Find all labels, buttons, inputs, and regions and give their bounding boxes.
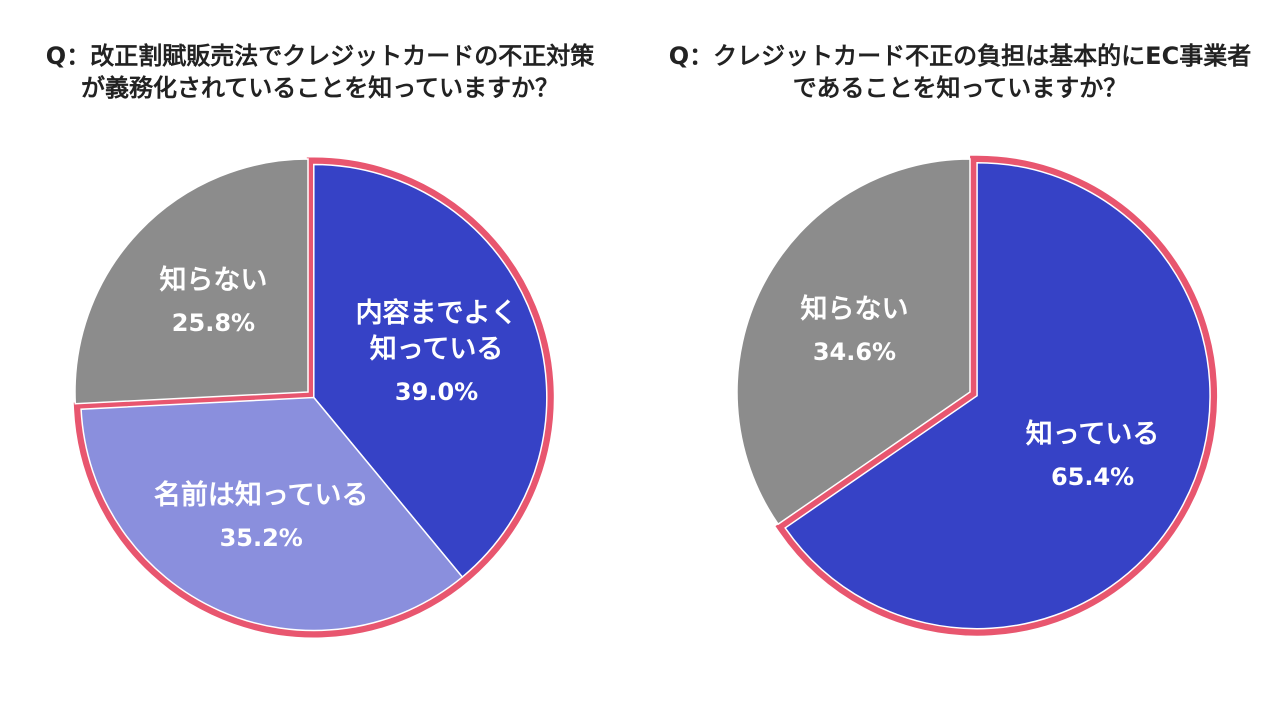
slice-value: 25.8% [171, 309, 256, 338]
slice-label: 内容までよく 知っている 39.0% [356, 296, 518, 410]
chart-title: Q：クレジットカード不正の負担は基本的にEC事業者 であることを知っていますか？ [668, 42, 1252, 102]
pie-slice [313, 163, 548, 579]
pie-slice [74, 158, 309, 405]
slice-label: 名前は知っている 35.2% [154, 478, 369, 556]
slice-value: 34.6% [812, 338, 897, 367]
slice-label: 知らない 25.8% [159, 263, 267, 341]
pie-slice [736, 158, 971, 526]
chart-title: Q：改正割賦販売法でクレジットカードの不正対策 が義務化されていることを知ってい… [45, 42, 595, 102]
pie-slice [80, 396, 464, 632]
slice-value: 65.4% [1050, 463, 1135, 492]
slice-value: 39.0% [394, 378, 479, 407]
slice-value: 35.2% [219, 523, 303, 552]
slice-label: 知らない 34.6% [800, 292, 908, 370]
slice-label: 知っている 65.4% [1026, 417, 1160, 495]
pie-slice [784, 161, 1211, 630]
